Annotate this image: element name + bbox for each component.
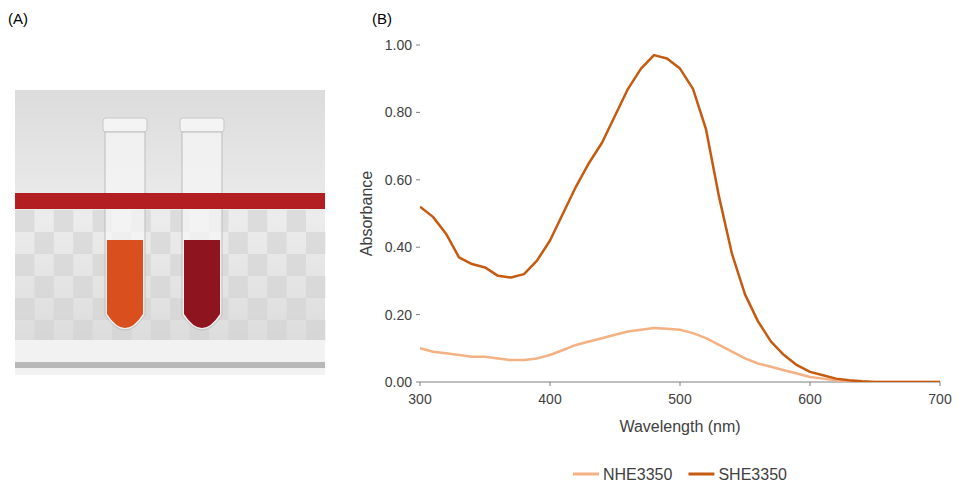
tube: [103, 118, 147, 330]
floor-check: [151, 276, 170, 298]
y-tick-label: 1.00: [385, 37, 412, 53]
x-tick-label: 500: [668, 391, 692, 407]
tube-liquid: [184, 240, 220, 328]
x-tick-label: 300: [408, 391, 432, 407]
y-tick: [416, 382, 420, 383]
floor-check: [151, 320, 170, 342]
tube-cap: [180, 118, 224, 132]
figure: (A) (B) 0.00 0.20 0.40 0.60 0.80 1.00 300 400 500 6…: [0, 0, 971, 491]
floor-check: [15, 298, 34, 320]
legend-label: SHE3350: [718, 466, 787, 483]
floor-check: [228, 232, 247, 254]
legend-swatch: [573, 473, 599, 476]
panel-label: (A): [8, 10, 28, 27]
rack-bar: [15, 193, 325, 209]
y-tick: [416, 112, 420, 113]
y-tick: [416, 314, 420, 315]
tube-cap: [103, 118, 147, 132]
panel-label: (B): [372, 10, 392, 27]
x-tick: [940, 382, 941, 386]
x-axis-title: Wavelength (nm): [619, 418, 740, 435]
legend: NHE3350 SHE3350: [573, 466, 787, 483]
tube: [180, 118, 224, 330]
x-tick: [420, 382, 421, 386]
floor-check: [306, 320, 325, 342]
floor-check: [287, 210, 306, 232]
floor-check: [248, 254, 267, 276]
plot-lines: [420, 55, 940, 382]
legend-swatch: [688, 473, 714, 476]
floor-check: [54, 210, 73, 232]
floor-check: [287, 298, 306, 320]
floor-check: [34, 232, 53, 254]
y-tick-label: 0.00: [385, 374, 412, 390]
floor-check: [34, 320, 53, 342]
floor-check: [267, 320, 286, 342]
y-tick: [416, 45, 420, 46]
floor-check: [15, 254, 34, 276]
y-tick-label: 0.80: [385, 104, 412, 120]
floor-check: [54, 254, 73, 276]
rack-edge: [15, 362, 325, 368]
floor-check: [73, 320, 92, 342]
floor-check: [228, 276, 247, 298]
x-tick-label: 400: [538, 391, 562, 407]
y-tick: [416, 247, 420, 248]
y-tick-label: 0.40: [385, 239, 412, 255]
floor-check: [73, 232, 92, 254]
floor-check: [73, 276, 92, 298]
floor-check: [54, 298, 73, 320]
legend-label: NHE3350: [603, 466, 672, 483]
x-tick: [550, 382, 551, 386]
x-tick: [680, 382, 681, 386]
floor-check: [267, 232, 286, 254]
x-tick: [810, 382, 811, 386]
floor-check: [287, 254, 306, 276]
floor-check: [151, 232, 170, 254]
photo-background: [15, 90, 325, 375]
y-tick: [416, 179, 420, 180]
x-tick-label: 700: [928, 391, 952, 407]
floor-check: [248, 298, 267, 320]
floor-check: [34, 276, 53, 298]
x-tick-label: 600: [798, 391, 822, 407]
floor-check: [306, 232, 325, 254]
tube-liquid: [107, 240, 143, 328]
y-tick-label: 0.60: [385, 172, 412, 188]
rack-base: [15, 340, 325, 375]
series-line: [420, 55, 940, 382]
floor-check: [15, 210, 34, 232]
floor-check: [248, 210, 267, 232]
series-line: [420, 328, 940, 382]
tube-body: [105, 132, 145, 330]
tube-body: [182, 132, 222, 330]
floor-check: [228, 320, 247, 342]
y-tick-label: 0.20: [385, 307, 412, 323]
floor-check: [306, 276, 325, 298]
floor-check: [267, 276, 286, 298]
photo-panel: [15, 90, 325, 375]
y-axis-title: Absorbance: [358, 171, 375, 256]
